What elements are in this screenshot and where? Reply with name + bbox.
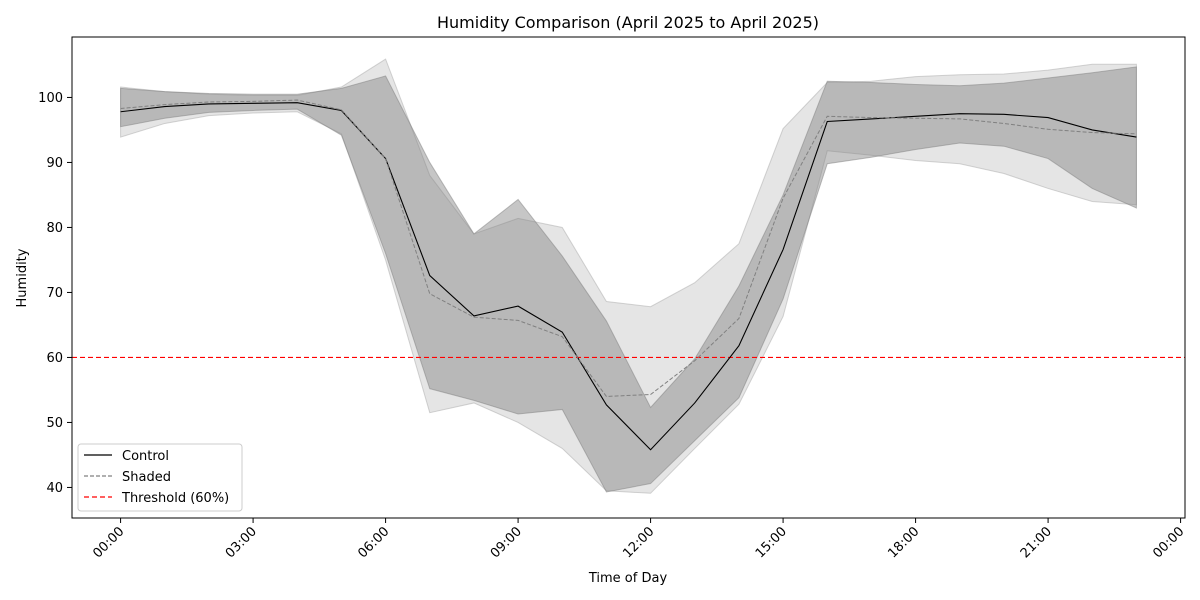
x-tick-label: 03:00 [223,524,260,561]
legend: Control Shaded Threshold (60%) [77,443,243,512]
x-axis: 00:00 03:00 06:00 09:00 12:00 15:00 18:00 21:00… [90,518,1187,561]
plot-frame [71,36,1186,519]
x-tick-label: 00:00 [1150,524,1187,561]
y-tick-label: 50 [46,416,63,431]
confidence-bands [120,58,1137,494]
y-tick-label: 60 [46,351,63,366]
line-shaded [120,99,1137,397]
y-tick-label: 90 [46,156,63,171]
series-lines [120,99,1137,451]
y-tick-label: 80 [46,221,63,236]
legend-box [77,443,243,512]
band-control [120,66,1137,493]
x-tick-label: 12:00 [620,524,657,561]
x-axis-label: Time of Day [588,571,668,586]
x-tick-label: 21:00 [1018,524,1055,561]
legend-label: Shaded [122,470,171,485]
y-tick-label: 100 [38,91,63,106]
chart-title: Humidity Comparison (April 2025 to April… [437,13,819,32]
x-tick-label: 18:00 [885,524,922,561]
legend-label: Threshold (60%) [121,491,229,506]
x-tick-label: 09:00 [488,524,525,561]
y-axis: 40 50 60 70 80 90 100 [38,91,72,496]
line-control [120,102,1137,451]
y-axis-label: Humidity [15,248,30,307]
x-tick-label: 00:00 [90,524,127,561]
legend-label: Control [122,449,169,464]
y-tick-label: 70 [46,286,63,301]
x-tick-label: 06:00 [355,524,392,561]
x-tick-label: 15:00 [753,524,790,561]
y-tick-label: 40 [46,481,63,496]
